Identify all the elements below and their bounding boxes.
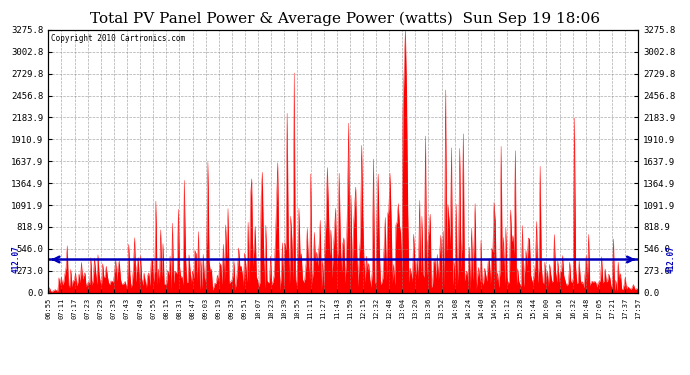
Text: Total PV Panel Power & Average Power (watts)  Sun Sep 19 18:06: Total PV Panel Power & Average Power (wa… bbox=[90, 11, 600, 26]
Text: 412.07: 412.07 bbox=[667, 246, 676, 273]
Text: Copyright 2010 Cartronics.com: Copyright 2010 Cartronics.com bbox=[51, 34, 186, 43]
Text: 412.07: 412.07 bbox=[11, 246, 20, 273]
